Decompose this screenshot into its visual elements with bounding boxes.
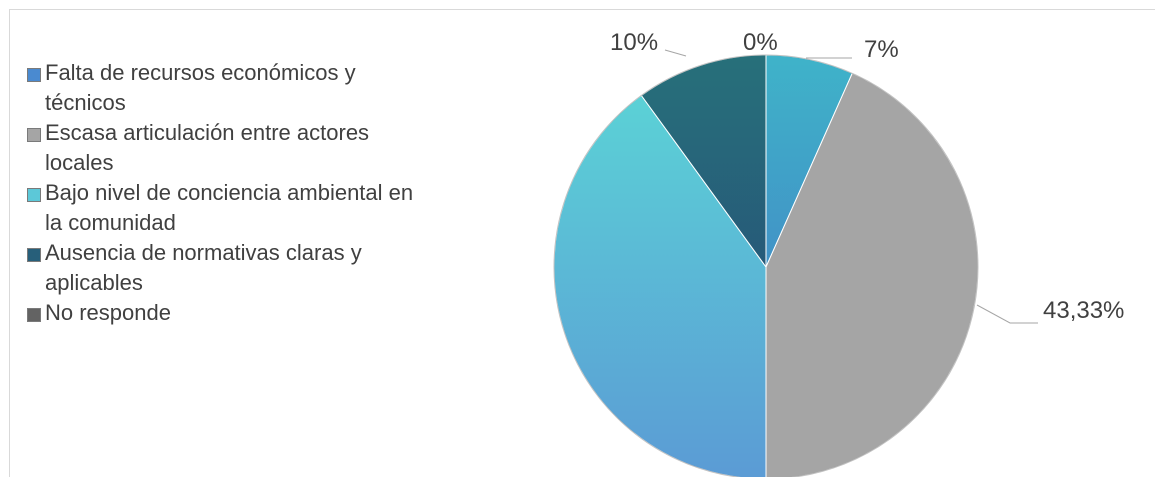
- legend: Falta de recursos económicos y técnicos …: [27, 58, 427, 328]
- pie-outline: [553, 54, 979, 477]
- pie-slice-conciencia: [553, 94, 767, 477]
- legend-swatch: [27, 188, 41, 202]
- data-label-recursos: 7%: [864, 36, 899, 63]
- pie-slice-articulacion: [765, 72, 979, 477]
- legend-label: Bajo nivel de conciencia ambiental en la…: [45, 180, 414, 235]
- data-labels: 7% 43,33% 10% 0%: [610, 29, 1124, 324]
- legend-item-normativas: Ausencia de normativas claras y aplicabl…: [27, 238, 427, 298]
- pie-slice-normativas: [640, 54, 767, 269]
- legend-item-recursos: Falta de recursos económicos y técnicos: [27, 58, 427, 118]
- legend-label: Falta de recursos económicos y técnicos: [45, 60, 356, 115]
- legend-item-no-responde: No responde: [27, 298, 427, 328]
- pie-slices: [553, 54, 979, 477]
- legend-swatch: [27, 248, 41, 262]
- data-label-articulacion: 43,33%: [1043, 297, 1124, 324]
- leader-line-normativas: [664, 49, 687, 57]
- leader-lines: [664, 49, 1038, 324]
- leader-line-articulacion: [976, 304, 1038, 324]
- legend-swatch: [27, 128, 41, 142]
- legend-item-conciencia: Bajo nivel de conciencia ambiental en la…: [27, 178, 427, 238]
- legend-swatch: [27, 308, 41, 322]
- legend-label: No responde: [45, 300, 171, 325]
- legend-item-articulacion: Escasa articulación entre actores locale…: [27, 118, 427, 178]
- data-label-no-responde: 0%: [743, 29, 778, 56]
- legend-label: Ausencia de normativas claras y aplicabl…: [45, 240, 362, 295]
- data-label-normativas: 10%: [610, 29, 658, 56]
- legend-swatch: [27, 68, 41, 82]
- legend-label: Escasa articulación entre actores locale…: [45, 120, 370, 175]
- chart-area: [9, 9, 1155, 477]
